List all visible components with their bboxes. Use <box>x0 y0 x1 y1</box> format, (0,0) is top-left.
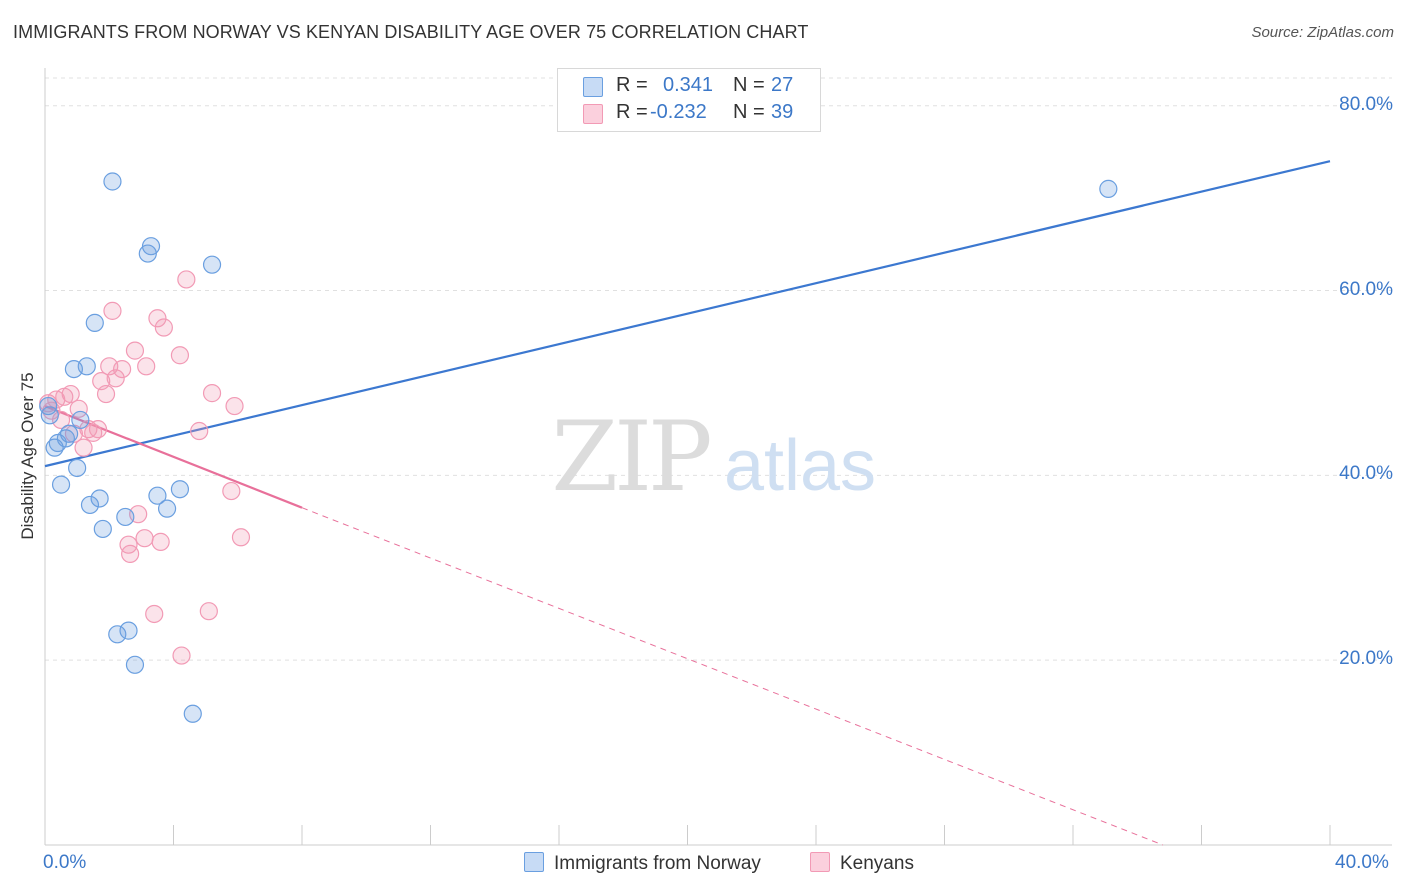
point-norway <box>90 489 109 508</box>
point-kenyans <box>170 346 190 365</box>
watermark-zip: ZIP <box>551 401 710 513</box>
point-kenyans <box>222 481 241 501</box>
point-kenyans <box>177 270 196 289</box>
bottom-legend-swatch-norway <box>524 852 544 872</box>
point-kenyans <box>231 528 251 547</box>
point-kenyans <box>154 318 173 337</box>
data-points <box>39 172 1118 723</box>
point-norway <box>93 519 112 539</box>
point-norway <box>40 406 59 425</box>
point-norway <box>39 396 58 416</box>
point-kenyans <box>190 421 209 441</box>
trend-line-norway <box>44 160 1331 468</box>
point-kenyans <box>119 535 138 554</box>
watermark: ZIP atlas <box>551 401 876 513</box>
point-kenyans <box>135 529 154 548</box>
point-kenyans <box>137 357 156 376</box>
point-kenyans <box>199 602 218 621</box>
point-norway <box>119 621 138 640</box>
chart-title: IMMIGRANTS FROM NORWAY VS KENYAN DISABIL… <box>13 22 809 42</box>
point-kenyans <box>61 384 80 404</box>
bottom-legend-kenyans: Kenyans <box>810 852 914 875</box>
x-tick-label-max: 40.0% <box>1335 852 1389 873</box>
point-kenyans <box>88 420 108 439</box>
point-norway <box>148 486 167 505</box>
point-kenyans <box>145 604 164 624</box>
point-norway <box>183 704 202 723</box>
point-norway <box>125 655 145 674</box>
axes <box>44 68 1392 846</box>
point-norway <box>77 357 96 376</box>
point-kenyans <box>103 301 122 320</box>
point-kenyans <box>121 544 140 564</box>
bottom-legend-norway: Immigrants from Norway <box>524 852 761 875</box>
y-tick-label: 40.0% <box>1339 463 1393 485</box>
y-axis-label: Disability Age Over 75 <box>18 372 37 540</box>
point-norway <box>68 458 87 478</box>
legend-r-value: -0.232 <box>650 101 707 123</box>
point-norway <box>1099 179 1118 198</box>
legend-swatch-norway <box>583 77 603 97</box>
correlation-legend: R = 0.341 N = 27 R = -0.232 N = 39 <box>557 68 821 132</box>
y-tick-label: 60.0% <box>1339 278 1393 300</box>
point-kenyans <box>51 410 71 430</box>
watermark-atlas: atlas <box>724 426 876 506</box>
point-kenyans <box>74 438 93 457</box>
point-kenyans <box>96 384 116 404</box>
legend-n-label: N = <box>733 74 765 96</box>
point-kenyans <box>112 359 132 379</box>
point-norway <box>103 172 122 191</box>
point-kenyans <box>225 396 244 416</box>
bottom-legend-label-norway: Immigrants from Norway <box>554 853 761 874</box>
legend-r-label: R = <box>616 74 648 96</box>
point-norway <box>202 255 222 274</box>
legend-swatch-kenyans <box>583 104 603 124</box>
point-norway <box>85 313 104 332</box>
point-norway <box>108 625 127 644</box>
y-tick-label: 20.0% <box>1339 648 1393 670</box>
point-kenyans <box>148 309 167 328</box>
legend-r-value: 0.341 <box>663 74 714 96</box>
legend-r-label: R = <box>616 101 648 123</box>
source-label: Source: ZipAtlas.com <box>1251 24 1394 41</box>
x-tick-label-min: 0.0% <box>43 852 87 873</box>
point-norway <box>141 237 161 256</box>
y-tick-label: 80.0% <box>1339 93 1393 115</box>
bottom-legend-label-kenyans: Kenyans <box>840 853 914 874</box>
point-norway <box>170 480 190 499</box>
point-norway <box>51 475 71 494</box>
point-kenyans <box>151 532 170 551</box>
point-norway <box>71 410 90 430</box>
trend-line-kenyans-extension <box>301 507 1164 846</box>
point-kenyans <box>125 341 145 360</box>
point-kenyans <box>202 384 222 403</box>
grid <box>45 77 1392 661</box>
legend-n-value: 39 <box>771 101 794 123</box>
point-norway <box>157 499 177 518</box>
point-norway <box>80 495 100 515</box>
point-kenyans <box>172 646 191 665</box>
bottom-legend-swatch-kenyans <box>810 852 830 872</box>
point-norway <box>59 424 79 443</box>
legend-n-value: 27 <box>771 74 794 96</box>
legend-n-label: N = <box>733 101 765 123</box>
point-norway <box>116 507 135 527</box>
point-kenyans <box>106 369 125 388</box>
